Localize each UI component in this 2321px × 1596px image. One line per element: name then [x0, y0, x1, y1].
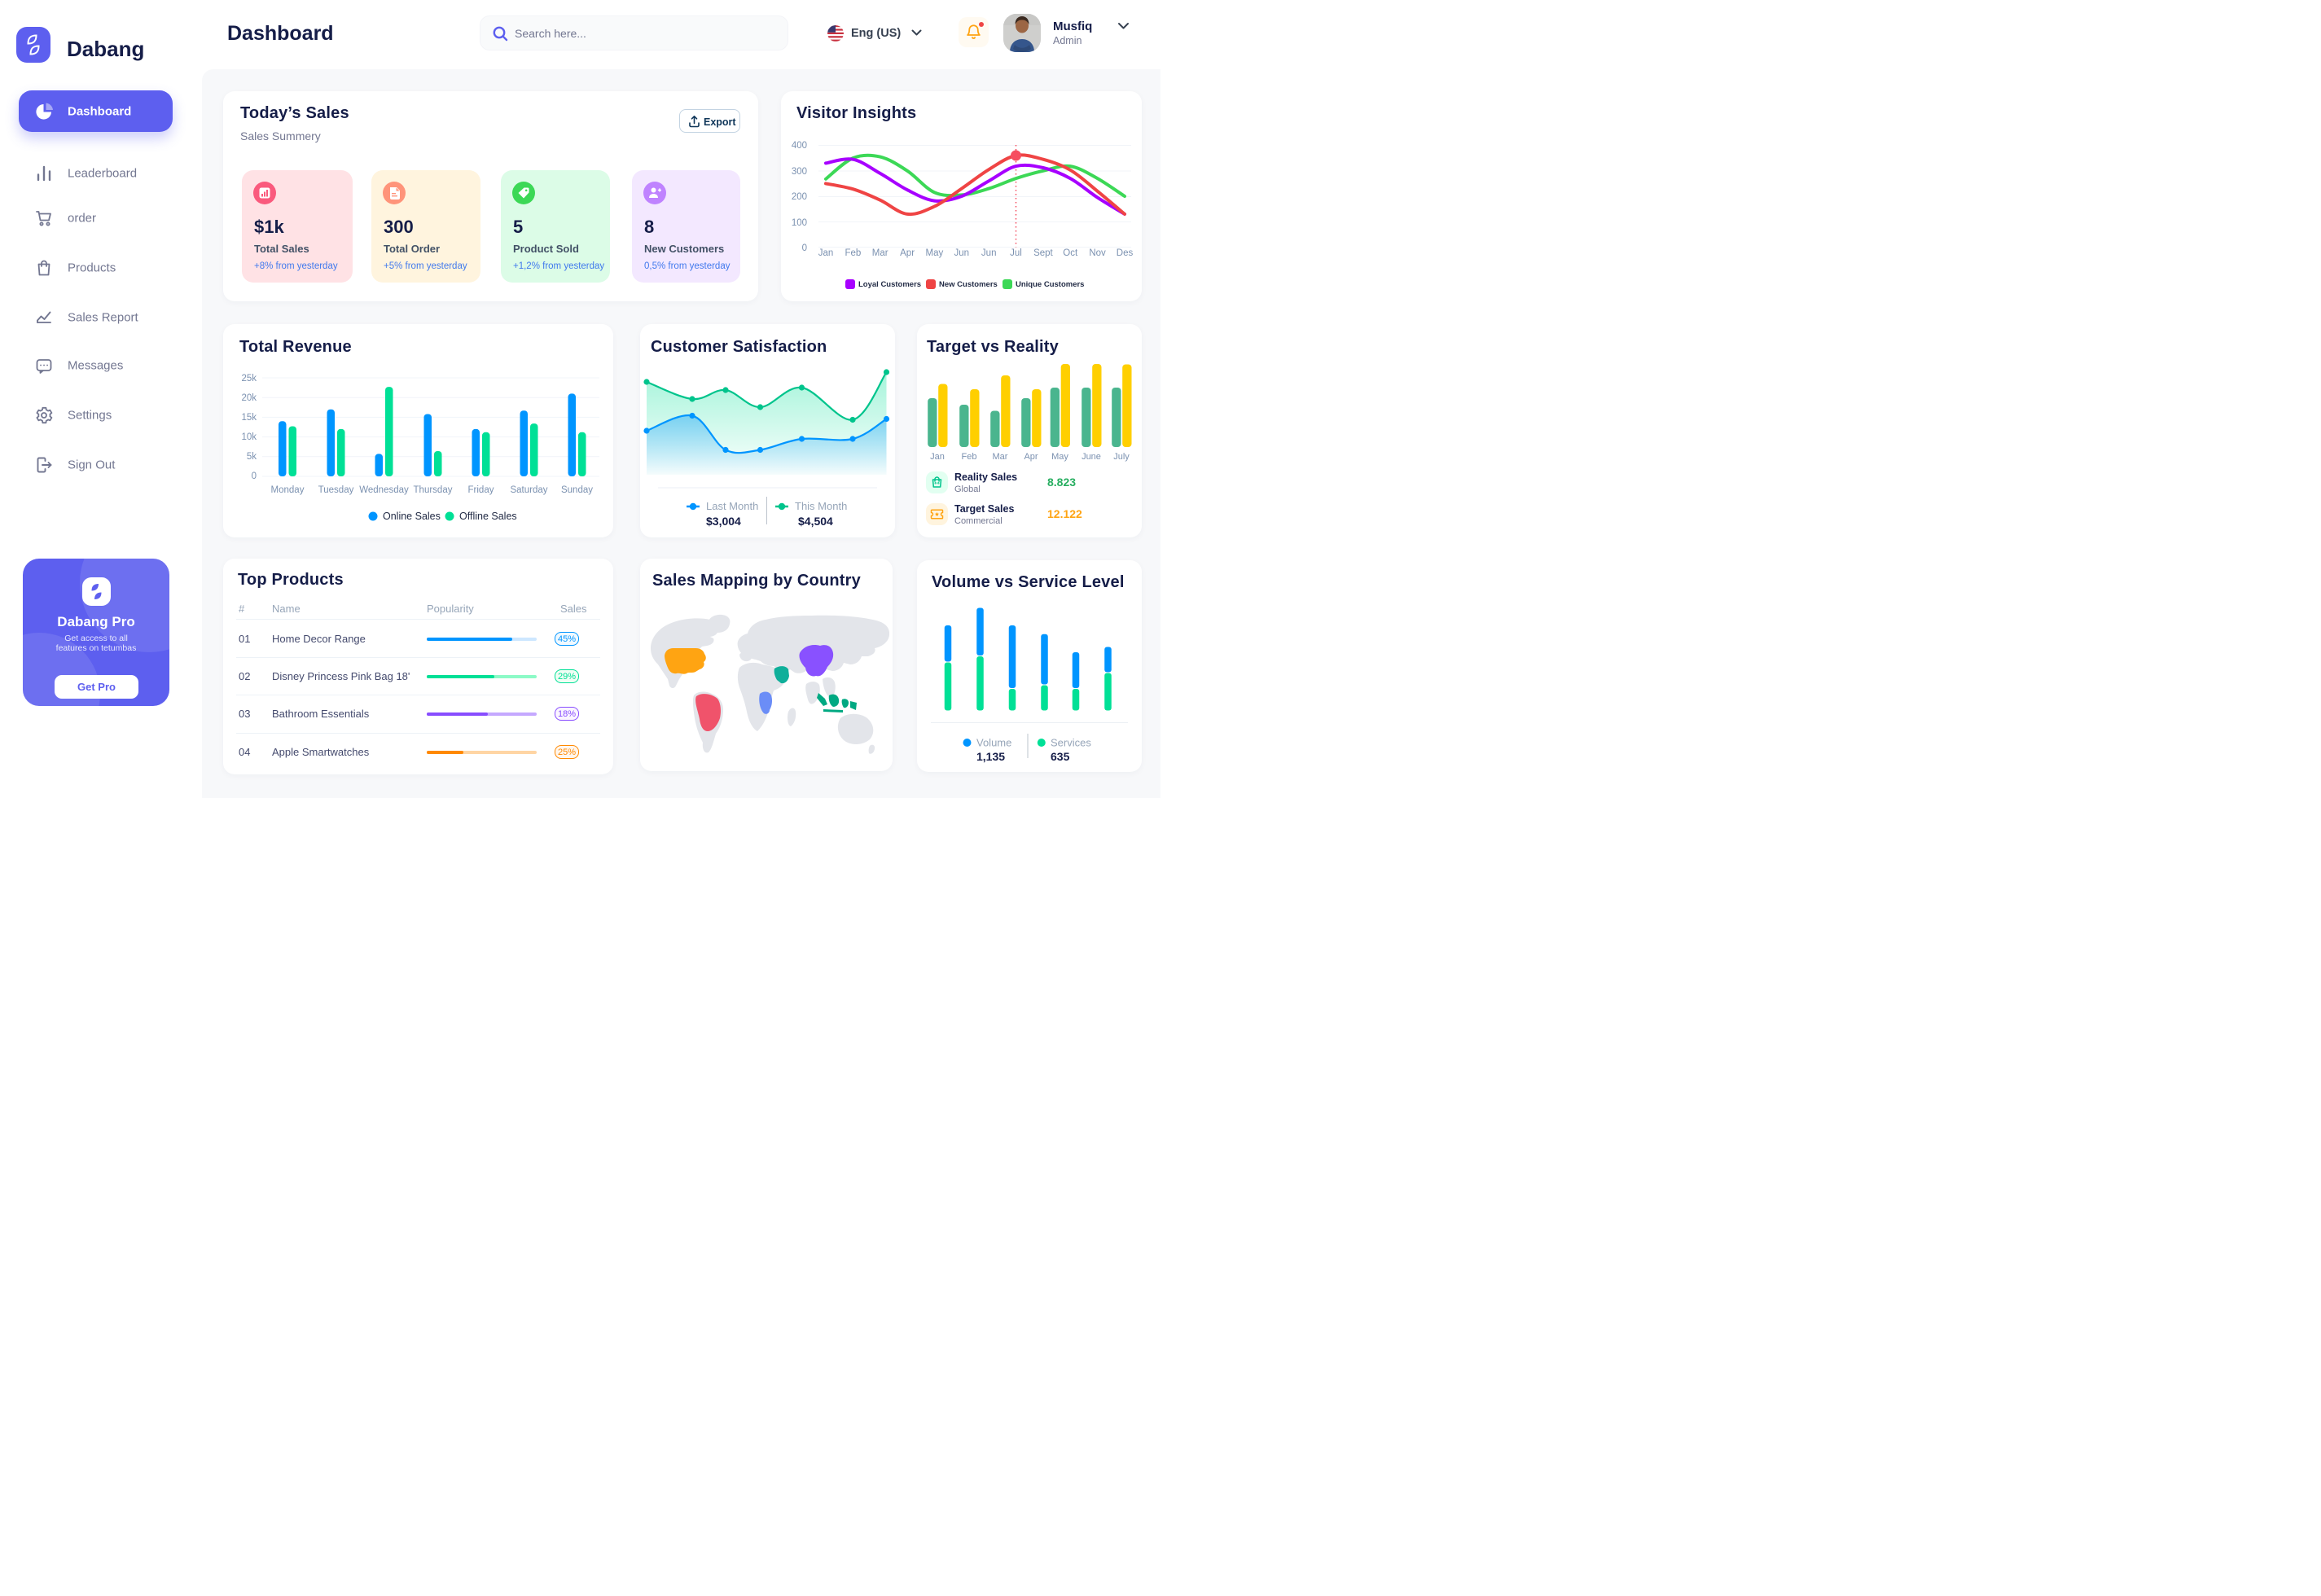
svg-text:Mar: Mar — [872, 248, 888, 258]
svg-text:May: May — [1051, 452, 1068, 462]
svg-text:5k: 5k — [247, 452, 257, 462]
svg-text:June: June — [1082, 452, 1101, 462]
svg-text:$3,004: $3,004 — [706, 515, 741, 528]
svg-text:Des: Des — [1117, 248, 1134, 258]
svg-text:Services: Services — [1051, 737, 1091, 749]
svg-text:Nov: Nov — [1089, 248, 1106, 258]
svg-text:0: 0 — [802, 243, 807, 253]
svg-text:25k: 25k — [241, 374, 257, 384]
svg-text:Wednesday: Wednesday — [359, 485, 409, 495]
svg-text:Jun: Jun — [981, 248, 997, 258]
svg-text:Volume: Volume — [976, 737, 1011, 749]
svg-text:Jan: Jan — [930, 452, 945, 462]
svg-text:Monday: Monday — [271, 485, 305, 495]
svg-text:Thursday: Thursday — [414, 485, 453, 495]
svg-text:July: July — [1113, 452, 1130, 462]
svg-text:0: 0 — [252, 471, 257, 481]
svg-text:635: 635 — [1051, 750, 1070, 763]
svg-text:10k: 10k — [241, 432, 257, 442]
svg-text:Oct: Oct — [1063, 248, 1078, 258]
svg-text:This Month: This Month — [795, 500, 847, 512]
svg-text:Saturday: Saturday — [510, 485, 547, 495]
svg-text:Loyal Customers: Loyal Customers — [858, 280, 921, 289]
svg-text:Apr: Apr — [900, 248, 915, 258]
svg-text:Mar: Mar — [993, 452, 1008, 462]
svg-text:Last Month: Last Month — [706, 500, 758, 512]
svg-text:300: 300 — [792, 167, 807, 177]
svg-text:May: May — [926, 248, 944, 258]
svg-text:Unique Customers: Unique Customers — [1016, 280, 1084, 289]
svg-text:20k: 20k — [241, 393, 257, 403]
svg-text:15k: 15k — [241, 413, 257, 423]
svg-text:New Customers: New Customers — [939, 280, 998, 289]
svg-text:Sunday: Sunday — [561, 485, 593, 495]
svg-text:100: 100 — [792, 218, 807, 228]
svg-text:Feb: Feb — [845, 248, 861, 258]
svg-text:Feb: Feb — [962, 452, 977, 462]
svg-text:Jun: Jun — [954, 248, 970, 258]
svg-text:400: 400 — [792, 141, 807, 151]
svg-text:Apr: Apr — [1024, 452, 1038, 462]
svg-text:1,135: 1,135 — [976, 750, 1005, 763]
svg-text:200: 200 — [792, 192, 807, 202]
svg-text:Tuesday: Tuesday — [318, 485, 354, 495]
svg-text:$4,504: $4,504 — [798, 515, 833, 528]
svg-text:Friday: Friday — [468, 485, 494, 495]
svg-text:Offline Sales: Offline Sales — [459, 511, 517, 522]
svg-text:Jan: Jan — [818, 248, 834, 258]
svg-text:Sept: Sept — [1033, 248, 1053, 258]
svg-text:Jul: Jul — [1010, 248, 1022, 258]
svg-text:Online Sales: Online Sales — [383, 511, 441, 522]
